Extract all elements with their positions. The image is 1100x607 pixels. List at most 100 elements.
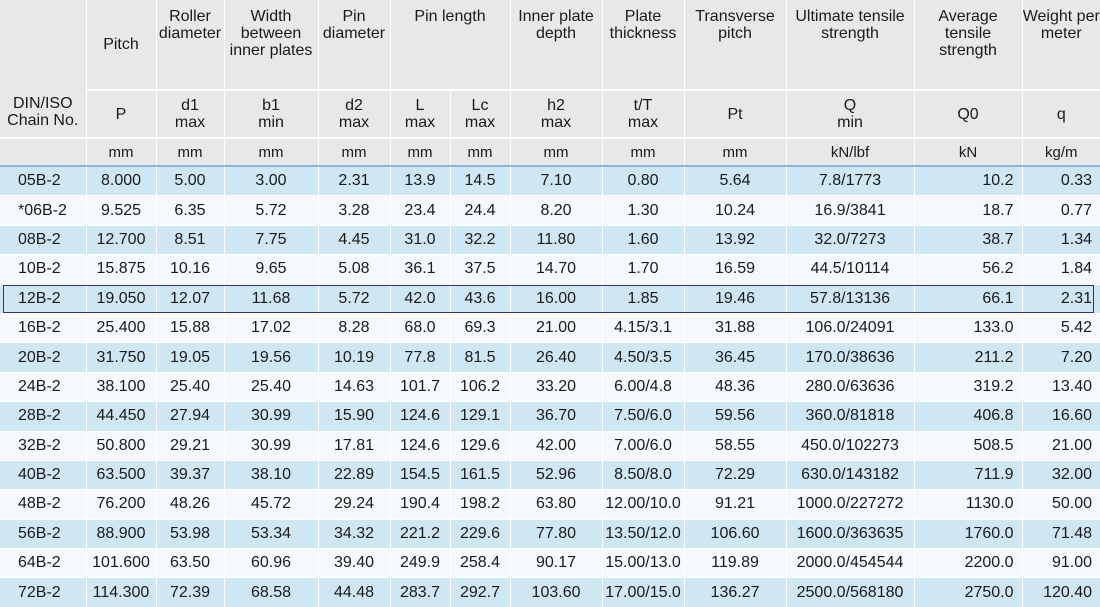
table-cell: 106.2 <box>450 371 511 402</box>
chain-no-cell: 08B-2 <box>0 224 87 255</box>
table-cell: 19.46 <box>684 283 787 314</box>
table-row: 32B-2 50.800 29.21 30.99 17.81 124.6 129.6 42.0… <box>0 430 1100 461</box>
table-cell: 43.6 <box>450 283 511 314</box>
table-cell: 129.1 <box>450 401 511 432</box>
table-cell: 119.89 <box>684 548 787 578</box>
table-cell: 69.3 <box>450 312 511 343</box>
header-symbol: d1 <box>181 97 199 114</box>
table-cell: 103.60 <box>510 577 603 607</box>
table-cell: 1000.0/227272 <box>786 489 915 520</box>
table-cell: 280.0/63636 <box>786 371 915 402</box>
header-limit: max <box>464 114 496 131</box>
table-cell: 161.5 <box>450 459 511 490</box>
chain-no-cell: 64B-2 <box>0 548 87 578</box>
table-cell: 32.00 <box>1022 459 1100 490</box>
table-cell: 34.32 <box>318 518 391 549</box>
table-cell: 8.28 <box>318 312 391 343</box>
table-cell: 16.00 <box>510 283 603 314</box>
table-cell: 12.700 <box>86 224 157 255</box>
chain-no-cell: 48B-2 <box>0 489 87 520</box>
table-cell: 44.450 <box>86 401 157 432</box>
table-cell: 2.31 <box>1022 283 1100 314</box>
table-cell: 29.24 <box>318 489 391 520</box>
table-cell: 63.500 <box>86 459 157 490</box>
table-cell: 23.4 <box>390 195 451 226</box>
table-cell: 48.36 <box>684 371 787 402</box>
table-cell: 19.05 <box>156 342 225 373</box>
table-cell: 63.50 <box>156 548 225 578</box>
table-cell: 8.50/8.0 <box>602 459 685 490</box>
table-cell: 39.40 <box>318 548 391 578</box>
table-cell: 31.0 <box>390 224 451 255</box>
header-symbol: Q <box>843 97 857 114</box>
table-cell: 72.39 <box>156 577 225 607</box>
table-cell: 120.40 <box>1022 577 1100 607</box>
table-cell: 7.8/1773 <box>786 165 915 196</box>
table-cell: 1.34 <box>1022 224 1100 255</box>
table-cell: 29.21 <box>156 430 225 461</box>
table-cell: 88.900 <box>86 518 157 549</box>
table-cell: 13.50/12.0 <box>602 518 685 549</box>
header-unit: kN <box>914 137 1023 166</box>
table-cell: 10.2 <box>914 165 1023 196</box>
header-chain-no: DIN/ISO Chain No. <box>0 0 87 138</box>
table-cell: 5.00 <box>156 165 225 196</box>
table-cell: 8.51 <box>156 224 225 255</box>
table-cell: 7.20 <box>1022 342 1100 373</box>
table-row: *06B-2 9.525 6.35 5.72 3.28 23.4 24.4 8.20 1.30 1… <box>0 195 1100 226</box>
table-cell: 17.02 <box>224 312 319 343</box>
table-cell: 71.48 <box>1022 518 1100 549</box>
header-ultimate-tensile-strength: Ultimate tensile strength <box>786 0 915 90</box>
table-cell: 1600.0/363635 <box>786 518 915 549</box>
header-symbol-cell: q <box>1022 89 1100 138</box>
table-cell: 114.300 <box>86 577 157 607</box>
header-limit: max <box>338 114 370 131</box>
table-cell: 16.59 <box>684 254 787 285</box>
header-limit: max <box>540 114 572 131</box>
table-cell: 508.5 <box>914 430 1023 461</box>
table-cell: 42.0 <box>390 283 451 314</box>
table-cell: 36.70 <box>510 401 603 432</box>
table-cell: 44.5/10114 <box>786 254 915 285</box>
table-cell: 10.19 <box>318 342 391 373</box>
table-cell: 5.08 <box>318 254 391 285</box>
header-symbol: P <box>115 105 127 123</box>
table-cell: 17.00/15.0 <box>602 577 685 607</box>
table-cell: 7.00/6.0 <box>602 430 685 461</box>
table-cell: 6.35 <box>156 195 225 226</box>
table-cell: 30.99 <box>224 430 319 461</box>
header-symbol: Q0 <box>957 105 979 123</box>
table-cell: 5.42 <box>1022 312 1100 343</box>
table-cell: 37.5 <box>450 254 511 285</box>
header-symbol: h2 <box>547 97 565 114</box>
table-cell: 129.6 <box>450 430 511 461</box>
header-symbol: L <box>415 97 425 114</box>
table-cell: 249.9 <box>390 548 451 578</box>
header-symbol-cell: b1 min <box>224 89 319 138</box>
table-cell: 4.45 <box>318 224 391 255</box>
header-unit: mm <box>156 137 225 166</box>
table-cell: 0.77 <box>1022 195 1100 226</box>
table-cell: 2.31 <box>318 165 391 196</box>
table-cell: 19.56 <box>224 342 319 373</box>
chain-no-cell: 40B-2 <box>0 459 87 490</box>
header-symbol-cell: d1 max <box>156 89 225 138</box>
table-cell: 14.5 <box>450 165 511 196</box>
table-cell: 30.99 <box>224 401 319 432</box>
table-cell: 9.65 <box>224 254 319 285</box>
table-cell: 39.37 <box>156 459 225 490</box>
table-cell: 154.5 <box>390 459 451 490</box>
table-cell: 9.525 <box>86 195 157 226</box>
chain-no-cell: 56B-2 <box>0 518 87 549</box>
table-cell: 221.2 <box>390 518 451 549</box>
table-cell: 13.9 <box>390 165 451 196</box>
table-cell: 21.00 <box>510 312 603 343</box>
table-cell: 5.64 <box>684 165 787 196</box>
chain-no-cell: 12B-2 <box>0 283 87 314</box>
table-cell: 1.70 <box>602 254 685 285</box>
table-row: 08B-2 12.700 8.51 7.75 4.45 31.0 32.2 11.80 1.60… <box>0 224 1100 255</box>
table-cell: 77.80 <box>510 518 603 549</box>
table-cell: 3.00 <box>224 165 319 196</box>
